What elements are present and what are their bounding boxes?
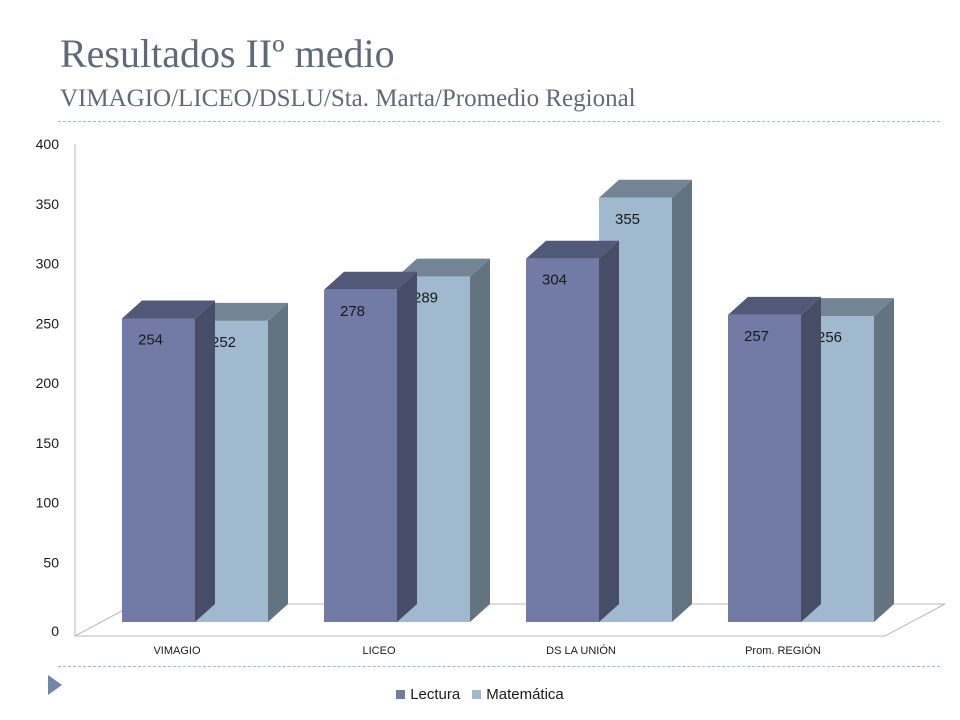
x-tick-label: DS LA UNIÓN xyxy=(546,644,616,657)
bar-side xyxy=(470,258,490,622)
y-tick-label: 400 xyxy=(36,136,60,152)
x-tick-label: VIMAGIO xyxy=(153,645,201,657)
chart-floor xyxy=(74,603,946,637)
bar-side xyxy=(874,298,894,622)
bottom-divider xyxy=(58,666,940,667)
x-tick-label: LICEO xyxy=(362,645,395,657)
bar-side xyxy=(599,240,619,622)
legend-label-lectura: Lectura xyxy=(410,686,461,703)
bar-top xyxy=(801,298,894,317)
bar-chart: 0 50 100 150 200 250 300 350 400 252 254 VIMAGIO 289… xyxy=(36,136,946,657)
bar-lectura xyxy=(526,258,599,622)
bullet-arrow-icon xyxy=(48,675,62,695)
legend-swatch-lectura xyxy=(396,690,406,699)
top-divider xyxy=(58,121,940,122)
data-label: 355 xyxy=(615,211,640,228)
y-tick-label: 0 xyxy=(51,623,59,639)
data-label: 254 xyxy=(138,331,163,348)
data-label: 289 xyxy=(413,290,438,307)
bar-top xyxy=(599,179,692,198)
bar-side xyxy=(801,296,821,622)
slide-title: Resultados IIº medio xyxy=(60,31,395,76)
bar-side xyxy=(397,271,417,622)
bar-lectura xyxy=(122,318,195,622)
data-label: 252 xyxy=(211,334,236,351)
bar-lectura xyxy=(324,289,397,622)
slide-subtitle: VIMAGIO/LICEO/DSLU/Sta. Marta/Promedio R… xyxy=(60,85,636,112)
y-tick-label: 50 xyxy=(43,554,59,570)
bar-top xyxy=(397,258,490,277)
chart-legend: Lectura Matemática xyxy=(0,686,960,703)
bar-top xyxy=(195,302,288,321)
legend-item-lectura: Lectura xyxy=(396,686,460,703)
bar-top xyxy=(122,300,215,319)
y-tick-label: 200 xyxy=(36,375,60,391)
bar-side xyxy=(268,302,288,622)
y-tick-label: 350 xyxy=(36,196,60,212)
legend-label-matematica: Matemática xyxy=(486,686,564,703)
x-tick-label: Prom. REGIÓN xyxy=(745,644,821,657)
y-tick-label: 150 xyxy=(36,435,60,451)
data-label: 257 xyxy=(744,328,769,345)
bar-top xyxy=(324,271,417,290)
y-tick-label: 300 xyxy=(36,256,60,272)
y-tick-label: 100 xyxy=(36,495,60,511)
bar-side xyxy=(195,300,215,622)
bar-top xyxy=(526,240,619,259)
legend-item-matematica: Matemática xyxy=(472,686,564,703)
data-label: 278 xyxy=(340,303,365,320)
bar-side xyxy=(672,179,692,622)
legend-swatch-matematica xyxy=(472,690,482,699)
data-label: 304 xyxy=(542,272,567,289)
bar-top xyxy=(728,296,821,315)
data-label: 256 xyxy=(817,329,842,346)
y-tick-label: 250 xyxy=(36,315,60,331)
bar-lectura xyxy=(728,314,801,622)
